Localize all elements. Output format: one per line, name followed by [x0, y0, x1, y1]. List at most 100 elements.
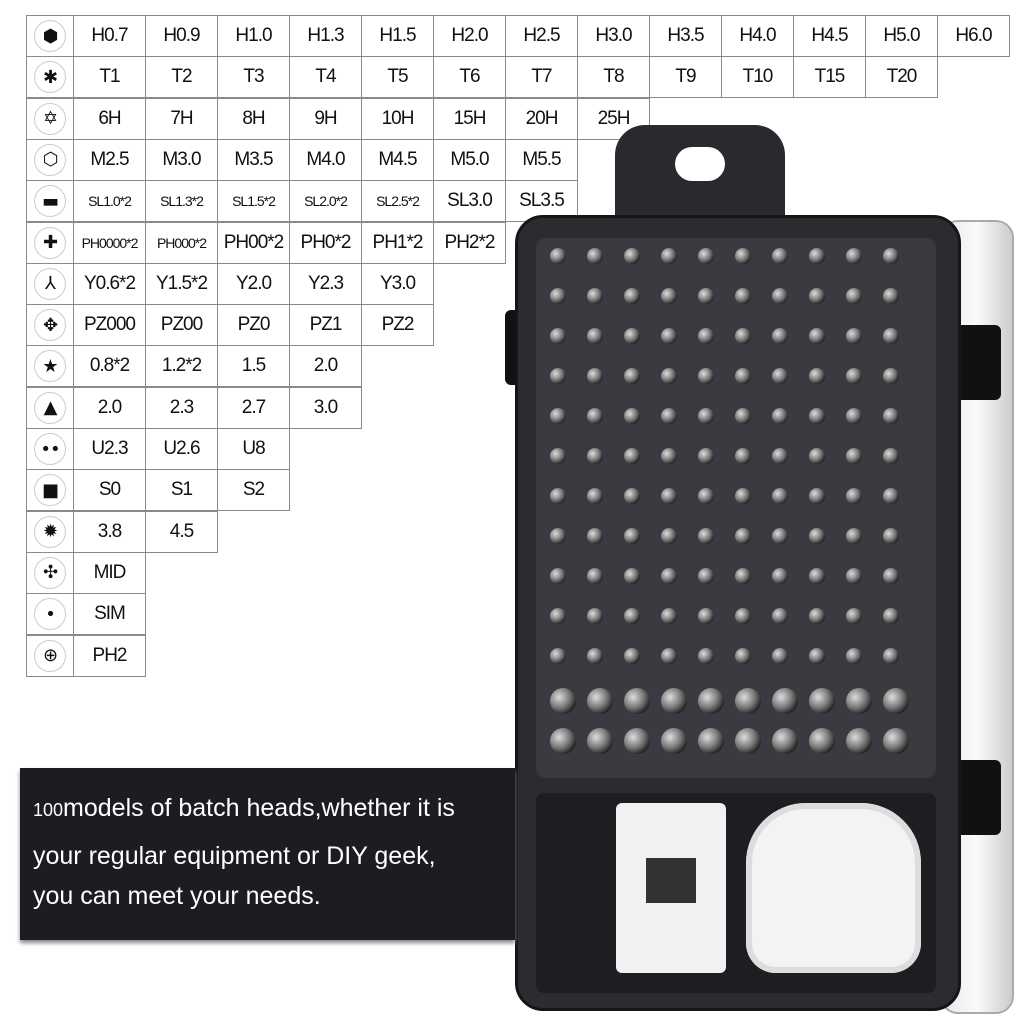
bit: [587, 288, 603, 304]
size-cell: H6.0: [937, 15, 1010, 57]
size-cell: 15H: [433, 97, 506, 140]
bit: [883, 248, 899, 264]
size-cell: T1: [73, 56, 146, 99]
icon-cell: ✡: [26, 97, 74, 140]
bit: [661, 288, 677, 304]
bit: [735, 608, 751, 624]
bit: [883, 288, 899, 304]
bit: [550, 528, 566, 544]
bit: [698, 688, 724, 714]
size-cell: H5.0: [865, 15, 938, 57]
bit: [550, 568, 566, 584]
bit: [550, 728, 576, 754]
magnetizer: [616, 803, 726, 973]
icon-cell: ✹: [26, 510, 74, 553]
size-cell: PH2*2: [433, 221, 506, 264]
bit: [735, 568, 751, 584]
bit: [661, 528, 677, 544]
bit: [809, 448, 825, 464]
size-cell: MID: [73, 551, 146, 594]
bit: [698, 648, 714, 664]
size-cell: T9: [649, 56, 722, 99]
icon-cell: ▬: [26, 180, 74, 223]
bit: [698, 528, 714, 544]
bit: [550, 648, 566, 664]
banner-line-3: you can meet your needs.: [33, 882, 321, 910]
bit: [624, 728, 650, 754]
size-cell: PZ0: [217, 304, 290, 347]
icon-cell: ✥: [26, 304, 74, 347]
bit: [624, 648, 640, 664]
icon-cell: ✣: [26, 551, 74, 594]
bit: [587, 328, 603, 344]
bit: [624, 688, 650, 714]
bit: [846, 328, 862, 344]
screwdriver-kit-photo: [500, 120, 1024, 1020]
size-cell: H2.5: [505, 15, 578, 57]
bit: [846, 408, 862, 424]
bit: [772, 728, 798, 754]
size-cell: H1.3: [289, 15, 362, 57]
bit: [550, 448, 566, 464]
size-cell: T10: [721, 56, 794, 99]
size-cell: M2.5: [73, 138, 146, 181]
bit: [624, 528, 640, 544]
bit: [846, 368, 862, 384]
torx-security-icon: ✡: [34, 102, 66, 135]
size-cell: H2.0: [433, 15, 506, 57]
bit: [698, 568, 714, 584]
bit: [772, 248, 788, 264]
size-cell: H4.0: [721, 15, 794, 57]
size-cell: T3: [217, 56, 290, 99]
size-cell: 2.0: [289, 345, 362, 388]
bit-tray: [536, 238, 936, 778]
bit: [698, 248, 714, 264]
bit: [661, 608, 677, 624]
bit: [698, 728, 724, 754]
size-cell: M5.0: [433, 138, 506, 181]
size-cell: T8: [577, 56, 650, 99]
bit: [809, 408, 825, 424]
bit: [550, 328, 566, 344]
bit: [883, 688, 909, 714]
bit: [698, 608, 714, 624]
size-cell: Y0.6*2: [73, 262, 146, 305]
bit: [735, 688, 761, 714]
size-cell: U2.3: [73, 428, 146, 470]
bit: [846, 648, 862, 664]
size-cell: Y2.0: [217, 262, 290, 305]
icon-cell: ⅄: [26, 262, 74, 305]
bit: [846, 488, 862, 504]
bit: [772, 568, 788, 584]
triangle-icon: ▲: [34, 391, 66, 424]
description-banner: 100models of batch heads,whether it is y…: [20, 768, 515, 940]
bit: [846, 288, 862, 304]
bit: [883, 368, 899, 384]
size-cell: H0.9: [145, 15, 218, 57]
square-icon: ■: [34, 474, 66, 507]
bit: [883, 608, 899, 624]
bit: [772, 408, 788, 424]
icon-cell: ★: [26, 345, 74, 388]
size-cell: S2: [217, 469, 290, 512]
slotted-icon: ▬: [34, 185, 66, 218]
bit: [624, 488, 640, 504]
bit: [698, 328, 714, 344]
bit: [661, 488, 677, 504]
bit: [587, 408, 603, 424]
bit: [809, 608, 825, 624]
size-cell: S1: [145, 469, 218, 512]
bit: [624, 568, 640, 584]
pry-picks: [746, 803, 921, 973]
bit: [624, 448, 640, 464]
bit: [809, 528, 825, 544]
size-cell: PH0*2: [289, 221, 362, 264]
bit: [624, 408, 640, 424]
bit: [735, 288, 751, 304]
bit: [809, 328, 825, 344]
size-cell: PZ000: [73, 304, 146, 347]
bit: [772, 648, 788, 664]
size-cell: PZ2: [361, 304, 434, 347]
bit: [735, 248, 751, 264]
bit: [846, 608, 862, 624]
